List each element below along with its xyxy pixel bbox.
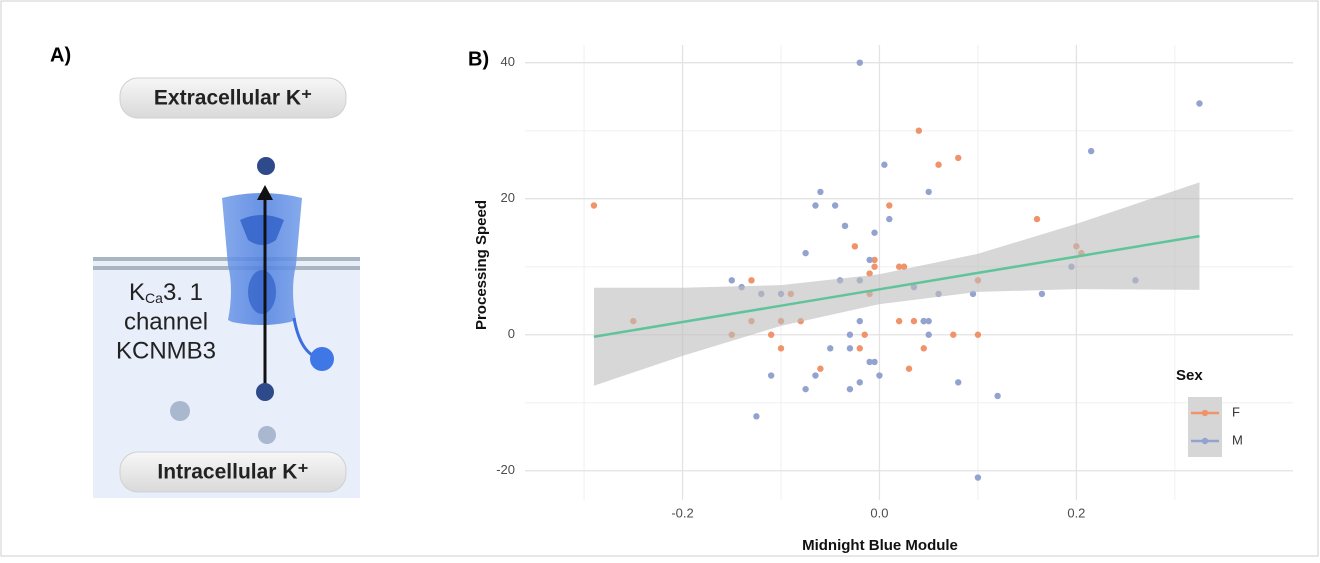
channel-label: KCa3. 1	[129, 279, 203, 306]
panel-label: A)	[50, 44, 71, 66]
point	[767, 331, 775, 338]
point	[900, 263, 908, 270]
point	[974, 331, 982, 338]
point	[886, 215, 893, 223]
point	[767, 372, 775, 379]
x-tick-label: 0.0	[870, 505, 888, 520]
panel-a: A) Extracellular K⁺ Intracellular K⁺ KCa…	[50, 44, 360, 498]
point	[886, 202, 893, 209]
point	[950, 331, 957, 338]
beta-subunit	[310, 347, 334, 371]
point	[871, 229, 878, 236]
point	[827, 345, 834, 352]
point	[748, 277, 755, 284]
channel-word: channel	[124, 308, 208, 335]
point	[753, 413, 760, 420]
point	[881, 161, 888, 168]
point	[831, 202, 839, 209]
point	[935, 161, 942, 168]
point	[861, 331, 868, 338]
point	[925, 317, 932, 325]
point	[846, 331, 854, 338]
point	[817, 365, 824, 372]
point	[871, 256, 878, 264]
ion	[258, 426, 276, 444]
point	[895, 317, 903, 325]
point	[1038, 290, 1046, 298]
point	[1196, 100, 1203, 107]
point	[856, 345, 863, 352]
point	[802, 385, 809, 393]
channel-pore	[240, 215, 284, 245]
channel-k: K	[129, 279, 145, 306]
point	[777, 345, 785, 352]
point	[1087, 147, 1095, 155]
ion	[257, 157, 275, 175]
legend-label: F	[1232, 404, 1240, 419]
label-pill	[119, 77, 347, 119]
channel-pore	[248, 270, 276, 314]
channel-num: 3. 1	[163, 279, 203, 306]
legend-title: Sex	[1176, 367, 1203, 384]
point	[1033, 215, 1041, 223]
legend-dot	[1201, 437, 1209, 445]
panel-label: B)	[468, 48, 489, 70]
label-pill	[119, 451, 347, 493]
extracellular-label: Extracellular K⁺	[154, 87, 312, 110]
point	[915, 127, 923, 134]
fit-line	[593, 234, 1200, 339]
point	[974, 474, 982, 481]
point	[866, 358, 873, 366]
point	[812, 202, 819, 209]
point	[851, 243, 859, 250]
point	[866, 256, 873, 264]
y-tick-label: 0	[508, 326, 515, 341]
y-tick-label: -20	[496, 462, 515, 477]
point	[871, 263, 878, 270]
point	[841, 222, 849, 230]
point	[925, 331, 932, 338]
flux-arrow-head	[257, 185, 273, 200]
point	[920, 317, 927, 325]
confidence-band	[593, 182, 1200, 386]
point	[920, 345, 927, 352]
ion	[256, 383, 274, 401]
point	[846, 345, 854, 352]
intracellular-label: Intracellular K⁺	[157, 461, 308, 484]
x-tick-label: 0.2	[1067, 505, 1085, 520]
channel	[222, 193, 302, 325]
point	[812, 372, 819, 379]
point	[925, 188, 932, 196]
y-tick-label: 20	[501, 190, 515, 205]
y-tick-label: 40	[501, 54, 515, 69]
point	[856, 317, 863, 325]
point	[905, 365, 913, 372]
point	[955, 154, 962, 162]
ion	[170, 401, 190, 421]
legend-label: M	[1232, 432, 1243, 447]
channel-sub: Ca	[145, 290, 163, 306]
gene-label: KCNMB3	[116, 337, 216, 364]
point	[876, 372, 883, 379]
point	[895, 263, 903, 270]
point	[802, 249, 809, 257]
point	[910, 317, 918, 325]
y-axis-title: Processing Speed	[473, 200, 490, 330]
legend-key-bg	[1188, 397, 1222, 457]
plot: -0.2 0.0 0.2 -20 0 20 40 Sex FM	[496, 45, 1293, 520]
x-tick-label: -0.2	[671, 505, 693, 520]
point	[856, 379, 863, 386]
legend-dot	[1201, 409, 1209, 417]
point	[590, 202, 598, 209]
point	[871, 358, 878, 366]
point	[994, 392, 1001, 400]
x-axis-title: Midnight Blue Module	[802, 537, 958, 554]
point	[846, 385, 854, 393]
point	[955, 379, 962, 386]
point	[817, 188, 824, 196]
point	[856, 59, 863, 66]
point	[728, 277, 735, 284]
